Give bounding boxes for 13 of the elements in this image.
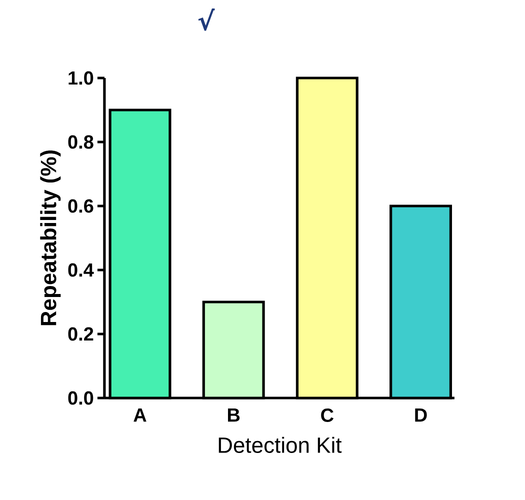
y-axis-title: Repeatability (%): [40, 150, 61, 326]
y-tick-label: 0.4: [68, 263, 94, 277]
x-tick-label: A: [134, 408, 146, 422]
x-tick-label: D: [415, 408, 427, 422]
x-tick-label: B: [228, 408, 240, 422]
x-axis-title: Detection Kit: [218, 436, 342, 453]
y-tick-label: 0.2: [68, 327, 94, 341]
y-tick-label: 0.0: [68, 391, 94, 405]
y-tick-label: 0.8: [68, 135, 94, 149]
y-tick-label: 1.0: [68, 71, 94, 85]
x-tick-label: C: [321, 408, 334, 422]
text: √: [198, 8, 215, 31]
y-tick-label: 0.6: [68, 199, 94, 213]
